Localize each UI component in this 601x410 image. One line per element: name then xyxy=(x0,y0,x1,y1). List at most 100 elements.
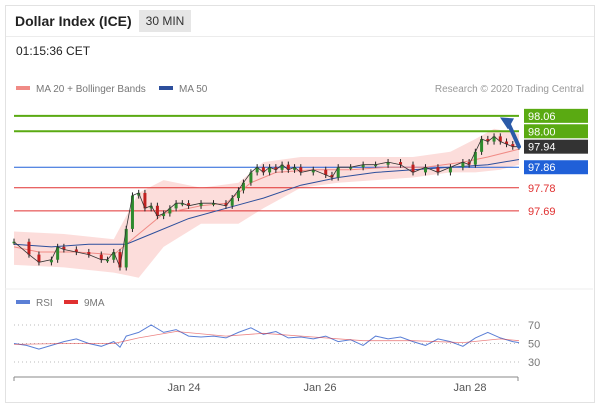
x-tick-label: Jan 26 xyxy=(303,382,336,394)
candle-body xyxy=(112,252,116,260)
level-label: 98.06 xyxy=(528,111,556,123)
rsi-ma-line xyxy=(13,331,520,345)
candle-body xyxy=(293,167,297,170)
candle-body xyxy=(180,203,184,205)
candle xyxy=(361,161,365,171)
candle-body xyxy=(62,246,66,250)
candle xyxy=(99,251,103,263)
rsi-tick-label: 30 xyxy=(528,357,540,369)
candle xyxy=(498,133,502,145)
candle xyxy=(386,159,390,168)
candle-body xyxy=(241,182,245,191)
candle-body xyxy=(486,138,490,142)
candle xyxy=(268,164,272,176)
candle xyxy=(174,200,178,212)
candle-body xyxy=(349,167,353,169)
candle-body xyxy=(137,192,141,196)
timeframe-button[interactable]: 30 MIN xyxy=(139,10,191,32)
rsi-legend-label: 9MA xyxy=(84,298,105,309)
candle xyxy=(162,210,166,220)
candle-body xyxy=(492,136,496,142)
legend-swatch xyxy=(16,86,30,90)
candle-body xyxy=(49,259,53,263)
candle xyxy=(49,256,53,266)
candle-body xyxy=(268,167,272,173)
candle-body xyxy=(286,164,290,170)
candle xyxy=(224,200,228,209)
candle xyxy=(241,179,245,194)
candle xyxy=(87,248,91,258)
rsi-legend-label: RSI xyxy=(36,298,53,309)
level-label: 97.86 xyxy=(528,162,556,174)
candle-body xyxy=(386,162,390,165)
candle-body xyxy=(149,205,153,209)
level-label: 97.94 xyxy=(528,142,556,154)
candle-body xyxy=(236,190,240,199)
candle-body xyxy=(399,162,403,165)
candle-body xyxy=(74,249,78,253)
candle xyxy=(112,248,116,263)
candle xyxy=(199,200,203,209)
candle xyxy=(130,192,134,232)
candle-body xyxy=(299,167,303,173)
candle-body xyxy=(411,164,415,173)
candle-body xyxy=(461,162,465,168)
level-label: 97.78 xyxy=(528,183,556,195)
candle-body xyxy=(280,164,284,170)
level-label: 97.69 xyxy=(528,206,556,218)
level-tag xyxy=(524,124,588,139)
candle-body xyxy=(423,167,427,173)
candle-body xyxy=(199,203,203,206)
candle xyxy=(330,171,334,181)
candle xyxy=(492,133,496,145)
candle xyxy=(461,159,465,171)
candle-body xyxy=(168,208,172,214)
legend-label: MA 20 + Bollinger Bands xyxy=(36,84,146,95)
level-tag xyxy=(524,139,588,154)
candle-body xyxy=(311,169,315,173)
candle-body xyxy=(505,141,509,145)
level-label: 98.00 xyxy=(528,126,556,138)
candle-body xyxy=(12,241,16,244)
legend-swatch xyxy=(159,86,173,90)
candle xyxy=(505,138,509,148)
candle-body xyxy=(511,144,515,147)
candle-body xyxy=(249,172,253,183)
candle-body xyxy=(224,203,228,206)
level-tag xyxy=(524,160,588,175)
timestamp: 01:15:36 CET xyxy=(16,44,91,58)
candle xyxy=(230,194,234,209)
candle xyxy=(74,246,78,256)
rsi-line xyxy=(13,324,520,350)
candle-body xyxy=(374,164,378,167)
candle-body xyxy=(56,246,60,260)
candle xyxy=(255,164,259,176)
candle-body xyxy=(436,167,440,173)
candle xyxy=(236,187,240,202)
forecast-arrow xyxy=(506,120,521,149)
candle-body xyxy=(324,169,328,175)
candle xyxy=(293,164,297,173)
candle xyxy=(448,164,452,176)
candle-body xyxy=(448,167,452,173)
credit-text: Research © 2020 Trading Central xyxy=(435,84,584,95)
bollinger-band xyxy=(14,128,519,278)
rsi-legend-swatch xyxy=(16,300,30,304)
candle xyxy=(12,238,16,245)
candle-body xyxy=(174,203,178,209)
rsi-tick-label: 70 xyxy=(528,320,540,332)
candle-body xyxy=(37,254,41,263)
candle-body xyxy=(480,138,484,152)
candle-body xyxy=(162,213,166,217)
candle-body xyxy=(27,241,31,255)
candle xyxy=(280,161,284,173)
candle xyxy=(324,166,328,179)
candle xyxy=(124,225,128,271)
candle xyxy=(187,200,191,209)
instrument-title: Dollar Index (ICE) xyxy=(15,13,132,29)
candle xyxy=(37,251,41,266)
candle-body xyxy=(274,167,278,170)
candle xyxy=(486,135,490,145)
candle-body xyxy=(467,162,471,165)
